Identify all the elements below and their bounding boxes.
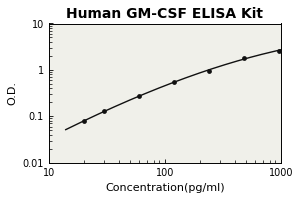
Point	[102, 109, 106, 113]
Point	[136, 95, 141, 98]
Point	[172, 80, 176, 84]
Point	[276, 49, 281, 52]
X-axis label: Concentration(pg/ml): Concentration(pg/ml)	[105, 183, 225, 193]
Point	[206, 69, 211, 73]
Y-axis label: O.D.: O.D.	[7, 81, 17, 105]
Point	[81, 120, 86, 123]
Point	[242, 56, 246, 60]
Title: Human GM-CSF ELISA Kit: Human GM-CSF ELISA Kit	[66, 7, 263, 21]
